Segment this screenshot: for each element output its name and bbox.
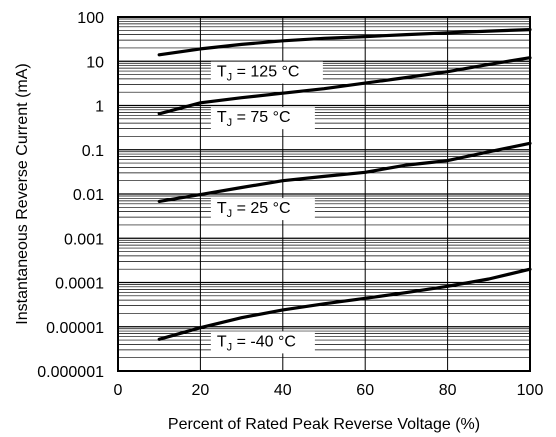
series-line <box>157 56 532 116</box>
y-tick-label: 10 <box>86 54 104 71</box>
x-axis-ticks: 0 20 40 60 80 100 <box>114 382 544 399</box>
y-axis-ticks: 0.000001 0.00001 0.0001 0.001 0.01 0.1 1 10 100 <box>37 10 104 381</box>
x-axis-title: Percent of Rated Peak Reverse Voltage (%… <box>168 416 480 433</box>
series-label-background <box>210 61 323 84</box>
series-label-background <box>210 107 315 130</box>
series-layer <box>157 28 532 341</box>
y-tick-label: 0.01 <box>73 187 104 204</box>
x-tick-label: 40 <box>274 382 292 399</box>
series-label-background <box>210 331 315 354</box>
x-tick-label: 60 <box>356 382 374 399</box>
y-axis-title: Instantaneous Reverse Current (mA) <box>14 63 31 324</box>
series-label: TJ = 75 °C <box>217 109 291 129</box>
plot-area-frame <box>117 16 531 372</box>
y-tick-label: 0.000001 <box>37 364 104 381</box>
y-tick-label: 0.1 <box>82 143 104 160</box>
y-tick-label: 100 <box>77 10 104 27</box>
gridlines <box>118 17 530 372</box>
x-tick-label: 80 <box>439 382 457 399</box>
series-labels: TJ = 125 °C TJ = 75 °C TJ = 25 °C TJ = -40 … <box>210 61 323 354</box>
series-label: TJ = 25 °C <box>217 200 291 220</box>
series-line <box>157 141 532 203</box>
y-tick-label: 1 <box>95 99 104 116</box>
series-line <box>157 267 532 341</box>
y-tick-label: 0.0001 <box>55 276 104 293</box>
series-line <box>157 28 532 57</box>
series-label: TJ = 125 °C <box>217 64 300 84</box>
x-tick-label: 20 <box>192 382 210 399</box>
x-tick-label: 100 <box>517 382 544 399</box>
series-label: TJ = -40 °C <box>217 333 296 353</box>
y-tick-label: 0.00001 <box>46 320 104 337</box>
series-label-background <box>210 198 315 221</box>
y-tick-label: 0.001 <box>64 231 104 248</box>
x-tick-label: 0 <box>114 382 123 399</box>
